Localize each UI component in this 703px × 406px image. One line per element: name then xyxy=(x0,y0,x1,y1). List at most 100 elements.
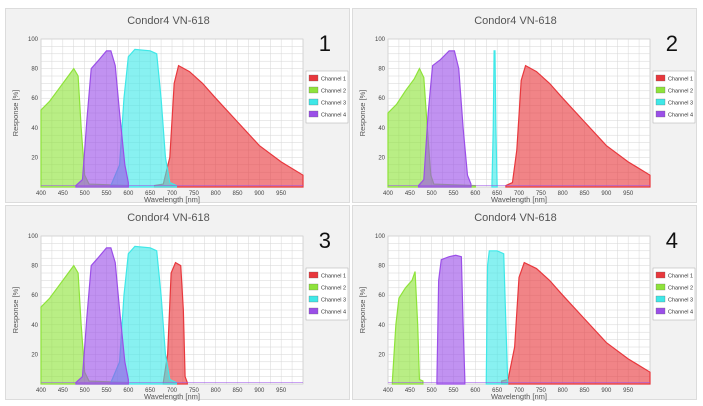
x-tick-label: 400 xyxy=(36,388,47,394)
x-tick-label: 750 xyxy=(536,191,547,197)
series-area-channel-2 xyxy=(391,271,424,385)
legend-swatch-channel-4 xyxy=(308,307,319,315)
panel-number: 3 xyxy=(319,228,331,253)
x-tick-label: 550 xyxy=(101,388,112,394)
legend-label-channel-1: Channel 1 xyxy=(321,274,346,280)
x-tick-label: 850 xyxy=(579,191,590,197)
x-tick-label: 950 xyxy=(276,388,287,394)
y-tick-label: 40 xyxy=(378,323,385,329)
x-tick-label: 700 xyxy=(167,388,178,394)
y-tick-label: 40 xyxy=(31,323,38,329)
series-area-channel-1 xyxy=(500,261,651,385)
x-tick-label: 400 xyxy=(383,191,394,197)
legend-swatch-channel-3 xyxy=(655,295,666,303)
legend-swatch-channel-1 xyxy=(308,271,319,279)
panel-number: 4 xyxy=(666,228,678,253)
legend-label-channel-3: Channel 3 xyxy=(668,101,693,107)
panel-number: 2 xyxy=(666,31,678,56)
y-tick-label: 60 xyxy=(31,96,38,102)
chart-svg: Condor4 VN-618 3 400 450 500 550 600 650 700 750 8… xyxy=(11,212,349,401)
x-tick-label: 850 xyxy=(579,388,590,394)
legend-swatch-channel-4 xyxy=(655,307,666,315)
x-tick-label: 550 xyxy=(101,191,112,197)
y-tick-label: 100 xyxy=(28,234,39,240)
y-axis-label: Response [%] xyxy=(11,287,20,334)
chart-title: Condor4 VN-618 xyxy=(127,15,210,27)
legend-label-channel-4: Channel 4 xyxy=(321,310,346,316)
x-tick-label: 750 xyxy=(189,388,200,394)
y-tick-label: 40 xyxy=(31,126,38,132)
legend-swatch-channel-2 xyxy=(655,283,666,291)
x-tick-label: 400 xyxy=(36,191,47,197)
y-tick-label: 20 xyxy=(31,352,38,358)
y-tick-label: 60 xyxy=(378,293,385,299)
x-tick-label: 600 xyxy=(470,388,481,394)
y-tick-label: 80 xyxy=(378,264,385,270)
x-tick-label: 800 xyxy=(558,388,569,394)
x-tick-label: 450 xyxy=(405,388,416,394)
chart-svg: Condor4 VN-618 1 400 450 500 550 600 650 700 750 8… xyxy=(11,15,349,204)
legend-swatch-channel-1 xyxy=(655,271,666,279)
x-tick-label: 900 xyxy=(601,388,612,394)
y-tick-label: 80 xyxy=(378,67,385,73)
x-axis-label: Wavelength [nm] xyxy=(491,392,547,401)
chart-panel-2: Condor4 VN-618 2 400 450 500 550 600 650 700 750 8… xyxy=(352,8,697,204)
legend: Channel 1 Channel 2 Channel 3 Channel 4 xyxy=(652,267,696,321)
x-tick-label: 450 xyxy=(405,191,416,197)
x-tick-label: 450 xyxy=(58,191,69,197)
x-tick-label: 550 xyxy=(448,191,459,197)
series-area-channel-3 xyxy=(485,250,509,385)
legend-swatch-channel-1 xyxy=(308,74,319,82)
panel-number: 1 xyxy=(319,31,331,56)
legend-label-channel-2: Channel 2 xyxy=(321,89,346,95)
legend-swatch-channel-2 xyxy=(308,283,319,291)
x-tick-label: 550 xyxy=(448,388,459,394)
legend: Channel 1 Channel 2 Channel 3 Channel 4 xyxy=(305,70,349,124)
chart-panel-3: Condor4 VN-618 3 400 450 500 550 600 650 700 750 8… xyxy=(5,205,350,401)
legend-label-channel-3: Channel 3 xyxy=(321,298,346,304)
x-axis-label: Wavelength [nm] xyxy=(144,392,200,401)
x-tick-label: 500 xyxy=(80,388,91,394)
series-area-channel-1 xyxy=(505,64,651,188)
legend-label-channel-3: Channel 3 xyxy=(668,298,693,304)
y-axis-label: Response [%] xyxy=(358,287,367,334)
x-tick-label: 750 xyxy=(536,388,547,394)
y-tick-label: 20 xyxy=(31,155,38,161)
y-axis-label: Response [%] xyxy=(358,90,367,137)
legend-label-channel-4: Channel 4 xyxy=(668,310,693,316)
y-tick-label: 40 xyxy=(378,126,385,132)
x-tick-label: 650 xyxy=(492,191,503,197)
x-tick-label: 600 xyxy=(470,191,481,197)
legend-label-channel-2: Channel 2 xyxy=(668,286,693,292)
series-area-channel-4 xyxy=(436,254,466,385)
series-area-channel-4 xyxy=(417,50,472,188)
x-tick-label: 650 xyxy=(145,191,156,197)
legend-swatch-channel-3 xyxy=(308,98,319,106)
chart-title: Condor4 VN-618 xyxy=(474,15,557,27)
x-tick-label: 950 xyxy=(276,191,287,197)
x-tick-label: 800 xyxy=(211,191,222,197)
x-tick-label: 450 xyxy=(58,388,69,394)
legend-label-channel-1: Channel 1 xyxy=(668,77,693,83)
x-tick-label: 750 xyxy=(189,191,200,197)
legend-label-channel-2: Channel 2 xyxy=(668,89,693,95)
legend-swatch-channel-1 xyxy=(655,74,666,82)
x-tick-label: 700 xyxy=(514,388,525,394)
x-axis-label: Wavelength [nm] xyxy=(491,195,547,204)
y-tick-label: 80 xyxy=(31,264,38,270)
legend: Channel 1 Channel 2 Channel 3 Channel 4 xyxy=(305,267,349,321)
x-tick-label: 950 xyxy=(623,191,634,197)
legend-label-channel-3: Channel 3 xyxy=(321,101,346,107)
y-tick-label: 100 xyxy=(375,37,386,43)
series-area-channel-4 xyxy=(75,247,129,385)
legend-swatch-channel-4 xyxy=(655,110,666,118)
legend-label-channel-2: Channel 2 xyxy=(321,286,346,292)
legend-swatch-channel-4 xyxy=(308,110,319,118)
x-tick-label: 900 xyxy=(254,191,265,197)
x-tick-label: 700 xyxy=(514,191,525,197)
x-tick-label: 650 xyxy=(145,388,156,394)
legend-swatch-channel-3 xyxy=(308,295,319,303)
series-area-channel-3 xyxy=(491,50,498,188)
chart-panel-4: Condor4 VN-618 4 400 450 500 550 600 650 700 750 8… xyxy=(352,205,697,401)
y-tick-label: 100 xyxy=(375,234,386,240)
